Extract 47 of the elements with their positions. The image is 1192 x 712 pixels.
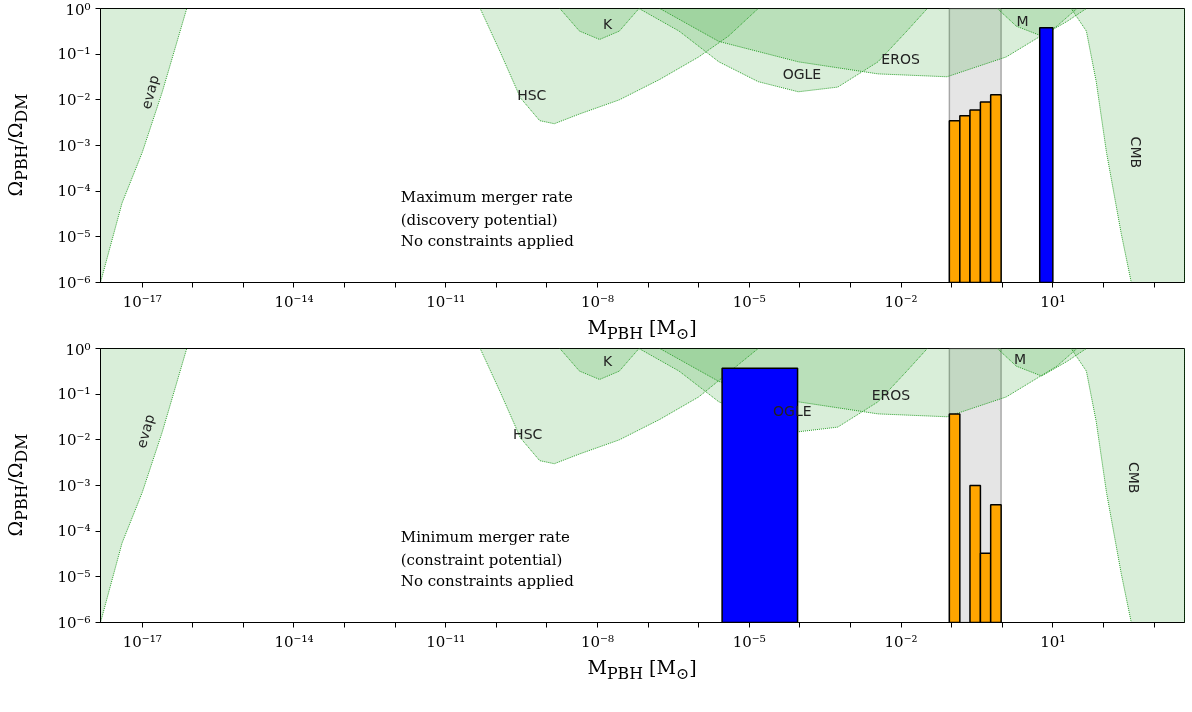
y-tick-label: 10⁰: [65, 0, 91, 19]
x-tick-label: 10⁻¹¹: [426, 632, 466, 651]
y-tick-label: 10⁻⁶: [57, 273, 91, 292]
annotation: Minimum merger rate (constraint potential): [400, 527, 571, 570]
y-tick-label: 10⁻²: [57, 90, 91, 109]
annotation: EROS: [871, 387, 911, 404]
annotation: M: [1016, 12, 1029, 29]
annotation: EROS: [881, 50, 920, 67]
x-axis-title: M$_{PBH}$ [M$_{⊙}$]: [586, 315, 698, 345]
y-tick-label: 10⁻¹: [57, 45, 91, 64]
x-tick-label: 10⁻¹⁴: [274, 632, 314, 651]
y-tick-label: 10⁻⁴: [57, 182, 91, 201]
annotation: No constraints applied: [400, 571, 575, 590]
annotation: K: [603, 15, 614, 32]
annotation: OGLE: [782, 65, 822, 82]
annotation: HSC: [517, 86, 547, 103]
y-tick-label: 10⁻¹: [57, 385, 91, 404]
y-tick-label: 10⁻⁵: [57, 567, 91, 586]
x-axis-title: M$_{PBH}$ [M$_{⊙}$]: [586, 655, 698, 685]
x-tick-label: 10⁻¹⁴: [274, 292, 314, 311]
annotation: Maximum merger rate (discovery potential): [400, 187, 574, 230]
annotation: HSC: [513, 426, 543, 443]
x-tick-label: 10¹: [1040, 292, 1066, 311]
y-tick-label: 10⁰: [65, 340, 91, 359]
annotation: K: [603, 353, 614, 370]
y-tick-label: 10⁻⁵: [57, 227, 91, 246]
x-tick-label: 10⁻¹⁷: [122, 632, 162, 651]
y-tick-label: 10⁻⁴: [57, 522, 91, 541]
x-tick-label: 10⁻²: [884, 632, 918, 651]
x-tick-label: 10⁻⁸: [581, 632, 615, 651]
x-tick-label: 10⁻¹¹: [426, 292, 466, 311]
annotation: M: [1013, 351, 1027, 367]
x-tick-label: 10⁻⁸: [581, 292, 615, 311]
annotation: CMB: [1128, 136, 1145, 169]
x-tick-label: 10⁻⁵: [732, 292, 766, 311]
x-tick-label: 10⁻²: [884, 292, 918, 311]
y-tick-label: 10⁻⁶: [57, 613, 91, 632]
annotation: CMB: [1125, 462, 1142, 494]
annotation: evap: [137, 73, 162, 111]
y-tick-label: 10⁻³: [57, 136, 91, 155]
annotation: No constraints applied: [400, 231, 575, 250]
x-tick-label: 10⁻¹⁷: [122, 292, 162, 311]
y-tick-label: 10⁻³: [57, 476, 91, 495]
y-tick-label: 10⁻²: [57, 430, 91, 449]
x-tick-label: 10⁻⁵: [732, 632, 766, 651]
annotation: evap: [133, 412, 158, 450]
x-tick-label: 10¹: [1040, 632, 1066, 651]
